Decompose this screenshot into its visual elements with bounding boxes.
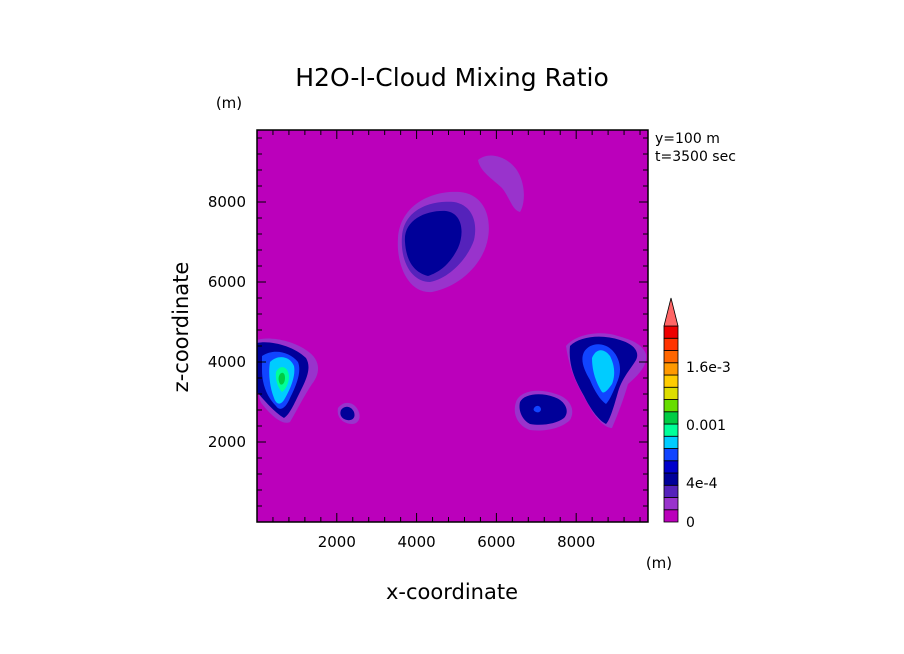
colorbar-swatch (663, 509, 679, 523)
colorbar-label: 0.001 (686, 418, 726, 434)
colorbar-swatch (663, 386, 679, 400)
x-tick-label: 4000 (398, 533, 436, 551)
y-tick-label: 6000 (208, 273, 246, 291)
colorbar-swatch (663, 374, 679, 388)
colorbar-swatch (663, 362, 679, 376)
contour-top-arc (478, 155, 524, 212)
colorbar-swatch (663, 411, 679, 425)
contour-right-cloud-l4 (592, 350, 615, 393)
colorbar-swatch (663, 399, 679, 413)
colorbar-swatch (663, 472, 679, 486)
axis-ticks (257, 130, 648, 522)
contour-mid-cloud-l3 (533, 405, 541, 413)
colorbar-swatch (663, 448, 679, 462)
colorbar-label: 4e-4 (686, 476, 718, 492)
contour-mid-cloud-l2 (519, 394, 567, 425)
contour-left-cloud-l6 (278, 372, 285, 385)
x-tick-label: 8000 (557, 533, 595, 551)
y-tick-label: 2000 (208, 433, 246, 451)
y-tick-label: 8000 (208, 193, 246, 211)
plot-area (257, 130, 648, 522)
plot-frame (256, 129, 649, 523)
colorbar-swatch (663, 350, 679, 364)
annotation-y: y=100 m (655, 131, 720, 147)
colorbar-swatch (663, 435, 679, 449)
colorbar-overflow-triangle (663, 297, 679, 327)
colorbar (663, 297, 679, 523)
colorbar-label: 0 (686, 515, 695, 531)
colorbar-swatch (663, 484, 679, 498)
chart-title: H2O-l-Cloud Mixing Ratio (295, 63, 609, 92)
x-unit-label: (m) (646, 554, 672, 572)
colorbar-swatch (663, 497, 679, 511)
colorbar-swatch (663, 460, 679, 474)
y-unit-label: (m) (216, 94, 242, 112)
colorbar-swatch (663, 325, 679, 339)
annotation-t: t=3500 sec (655, 149, 736, 165)
contour-small-patch-l2 (340, 406, 355, 421)
colorbar-swatch (663, 423, 679, 437)
x-tick-label: 6000 (477, 533, 515, 551)
contour-upper-cloud-l3 (404, 210, 462, 276)
contour-fields (257, 155, 647, 431)
x-axis-label: x-coordinate (386, 580, 518, 604)
y-tick-label: 4000 (208, 353, 246, 371)
colorbar-swatch (663, 337, 679, 351)
y-axis-label: z-coordinate (169, 262, 193, 393)
colorbar-label: 1.6e-3 (686, 360, 731, 376)
x-tick-label: 2000 (318, 533, 356, 551)
